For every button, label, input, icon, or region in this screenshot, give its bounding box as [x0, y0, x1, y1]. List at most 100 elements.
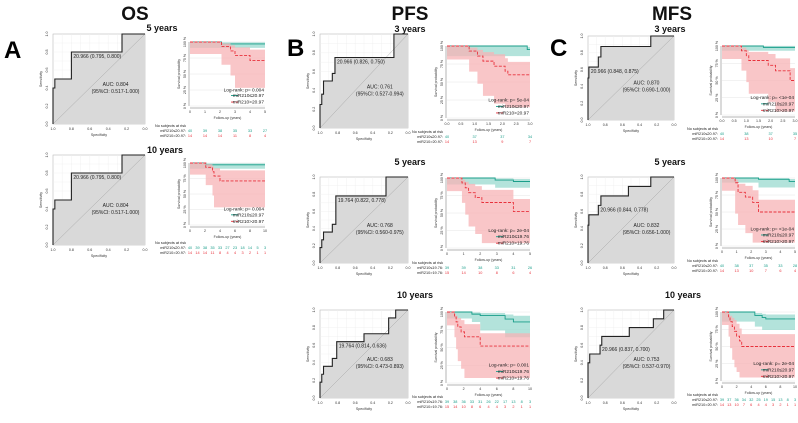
risk-count-low: 39 — [461, 266, 465, 270]
risk-count-high: 4 — [226, 251, 228, 255]
roc-diagonal — [587, 35, 675, 121]
risk-count-high: 10 — [749, 269, 753, 273]
km-y-tick: 100 % — [440, 306, 444, 317]
roc-x-tick: 0.6 — [620, 266, 625, 270]
km-y-tick: 75 % — [440, 191, 444, 200]
roc-y-tick: 0.0 — [312, 396, 316, 401]
roc-y-tick: 0.6 — [580, 67, 584, 72]
km-x-tick: 8 — [779, 385, 781, 389]
risk-count-low: 8 — [521, 400, 523, 404]
km-y-tick: 75 % — [183, 53, 187, 62]
risk-count-low: 40 — [188, 246, 192, 250]
roc-x-tick: 0.4 — [370, 401, 375, 405]
risk-count-high: 4 — [757, 403, 759, 407]
risk-count-high: 14 — [195, 251, 199, 255]
roc-x-tick: 0.0 — [406, 401, 411, 405]
km-curve-low — [722, 311, 795, 320]
km-y-tick: 100 % — [715, 40, 719, 51]
roc-y-tick: 0.8 — [45, 50, 49, 55]
roc-curve — [52, 154, 145, 245]
risk-count-low: 17 — [503, 400, 507, 404]
roc-y-tick: 0.6 — [312, 69, 316, 74]
roc-y-label: Sensitivity — [574, 70, 578, 86]
roc-x-tick: 0.2 — [654, 401, 659, 405]
roc-auc-label: AUC: 0.761 — [367, 85, 393, 91]
risk-count-low: 3 — [264, 246, 266, 250]
risk-count-low: 38 — [218, 129, 222, 133]
panel-letter-b: B — [287, 35, 304, 62]
roc-y-tick: 0.2 — [312, 243, 316, 248]
roc-x-tick: 0.8 — [69, 248, 74, 252]
km-x-tick: 10 — [528, 387, 532, 391]
risk-count-high: 3 — [772, 403, 774, 407]
roc-threshold-label: 20.966 (0.848, 0.875) — [591, 69, 639, 75]
km-x-tick: 2.5 — [780, 119, 785, 123]
panel-title: 5 years — [654, 157, 685, 167]
risk-count-low: 38 — [744, 132, 748, 136]
risk-row-label-high: miR210>20.97: — [692, 403, 718, 407]
roc-y-tick: 0.6 — [45, 189, 49, 194]
roc-curve — [587, 35, 674, 120]
km-x-tick: 1.5 — [756, 119, 761, 123]
km-plot: 0 % 25 % 50 % 75 % 100 % 0 2 4 6 8 10 Follow-up (ye… — [687, 306, 797, 407]
km-ci-band-high — [447, 46, 530, 108]
roc-y-tick: 0.8 — [312, 192, 316, 197]
km-x-tick: 0 — [721, 250, 723, 254]
km-x-tick: 2 — [479, 252, 481, 256]
roc-y-tick: 0.4 — [580, 84, 584, 89]
risk-count-low: 8 — [787, 398, 789, 402]
km-y-tick: 0 % — [715, 111, 719, 118]
roc-x-tick: 0.6 — [87, 127, 92, 131]
roc-y-tick: 0.2 — [45, 104, 49, 109]
risk-row-label-low: miR210≤19.76: — [417, 266, 443, 270]
roc-y-tick: 0.2 — [580, 243, 584, 248]
roc-x-tick: 1.0 — [586, 123, 591, 127]
roc-y-tick: 0.4 — [312, 226, 316, 231]
roc-x-tick: 0.2 — [124, 248, 129, 252]
roc-y-tick: 0.6 — [580, 343, 584, 348]
km-x-tick: 2 — [219, 110, 221, 114]
km-curve-high — [190, 41, 265, 62]
km-plot: 0 % 25 % 50 % 75 % 100 % 0.0 0.5 1.0 1.5 2.0 2.5 3.… — [687, 40, 798, 141]
roc-y-tick: 0.2 — [45, 225, 49, 230]
risk-count-low: 19 — [764, 398, 768, 402]
km-legend-label: miR210≤20.97 — [763, 232, 794, 238]
roc-x-tick: 0.2 — [388, 266, 393, 270]
km-x-tick: 0 — [189, 110, 191, 114]
roc-y-tick: 0.8 — [312, 50, 316, 55]
risk-count-high: 4 — [264, 134, 266, 138]
risk-count-low: 39 — [445, 400, 449, 404]
panel-title: 10 years — [147, 145, 183, 155]
panel-mfs3: 3 years 1.0 0.8 0.6 0.4 0.2 0.0 0.0 0.2 0.4 0.6 0.8… — [574, 24, 798, 141]
roc-x-tick: 0.0 — [672, 266, 677, 270]
km-y-tick: 25 % — [440, 226, 444, 235]
risk-count-low: 31 — [478, 400, 482, 404]
km-y-label: Survival probability — [709, 197, 713, 227]
risk-count-high: 7 — [529, 140, 531, 144]
risk-count-low: 40 — [720, 264, 724, 268]
roc-y-tick: 0.0 — [45, 243, 49, 248]
panel-letter-c: C — [550, 35, 567, 62]
km-x-tick: 0.0 — [720, 119, 725, 123]
roc-x-tick: 0.2 — [124, 127, 129, 131]
roc-x-tick: 0.4 — [106, 248, 111, 252]
km-x-tick: 2.0 — [768, 119, 773, 123]
risk-count-low: 37 — [500, 135, 504, 139]
risk-count-low: 27 — [225, 246, 229, 250]
roc-x-label: Specificity — [356, 272, 372, 276]
km-x-tick: 8 — [249, 229, 251, 233]
panels: 5 years 1.0 0.8 0.6 0.4 0.2 0.0 0.0 0.2 0.4 0.6 0.8… — [39, 23, 798, 411]
km-y-label: Survival probability — [177, 179, 181, 209]
km-legend-label: miR210≤20.97 — [498, 104, 529, 110]
km-curve-low — [447, 311, 530, 323]
risk-count-high: 4 — [487, 405, 489, 409]
roc-x-tick: 0.6 — [353, 131, 358, 135]
roc-y-tick: 0.2 — [580, 101, 584, 106]
risk-row-label-high: miR210>20.97: — [160, 134, 186, 138]
risk-count-high: 8 — [249, 134, 251, 138]
km-x-tick: 0 — [189, 229, 191, 233]
risk-row-label-high: miR210>20.97: — [692, 137, 718, 141]
panel-title: 5 years — [394, 157, 425, 167]
roc-ci-label: (95%CI: 0.537-0.970) — [623, 364, 671, 370]
